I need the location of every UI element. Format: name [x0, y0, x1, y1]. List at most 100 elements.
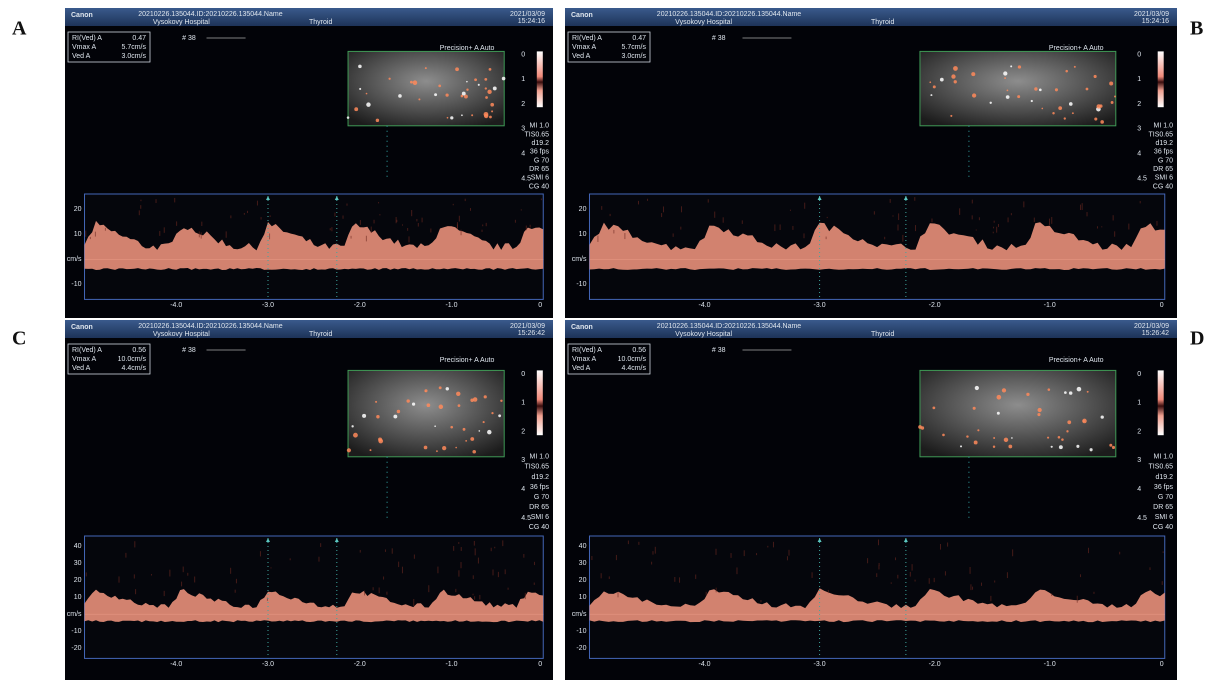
- time-label: -3.0: [814, 661, 826, 668]
- spectral-noise: [1077, 596, 1078, 603]
- spectral-noise: [491, 548, 492, 551]
- velocity-label: 10: [74, 231, 82, 238]
- spectral-noise: [1051, 217, 1052, 224]
- flow-signal: [921, 426, 924, 429]
- flow-signal: [940, 78, 944, 82]
- time-label: 0: [538, 302, 542, 309]
- color-bar: [1158, 370, 1164, 435]
- spectral-noise: [972, 200, 973, 204]
- flow-signal: [1055, 88, 1058, 91]
- flow-signal: [388, 78, 390, 80]
- spectral-noise: [1101, 226, 1102, 227]
- mode-label: Precision+ A Auto: [1049, 357, 1104, 364]
- depth-label: 0: [521, 51, 525, 58]
- reading-label: RI(Ved) A: [72, 347, 102, 354]
- velocity-label: cm/s: [67, 611, 82, 618]
- depth-label: 2: [1137, 428, 1141, 435]
- flow-signal: [1065, 70, 1068, 73]
- param-label: d19.2: [531, 474, 549, 481]
- param-label: G 70: [534, 157, 549, 164]
- depth-label: 4.5: [521, 515, 531, 522]
- spectral-noise: [458, 570, 459, 576]
- flow-signal: [487, 430, 491, 434]
- spectral-noise: [893, 215, 894, 216]
- reading-label: RI(Ved) A: [572, 35, 602, 42]
- spectral-noise: [525, 593, 526, 599]
- spectral-noise: [473, 575, 474, 579]
- param-label: G 70: [1158, 157, 1173, 164]
- flow-signal: [491, 412, 493, 414]
- depth-label: 4: [1137, 151, 1141, 158]
- reading-value: 0.56: [632, 347, 646, 354]
- param-label: 36 fps: [530, 149, 550, 156]
- color-bar: [1158, 51, 1164, 107]
- flow-signal: [450, 426, 453, 429]
- spectral-noise: [1023, 201, 1024, 207]
- flow-signal: [466, 81, 468, 83]
- flow-signal: [1059, 445, 1063, 449]
- spectral-noise: [331, 227, 332, 231]
- flow-signal: [455, 447, 457, 449]
- param-label: CG 40: [1153, 524, 1173, 531]
- flow-signal: [424, 446, 428, 450]
- flow-signal: [410, 81, 413, 84]
- spectral-noise: [827, 217, 828, 218]
- spectral-noise: [959, 208, 960, 215]
- spectral-noise: [257, 201, 258, 206]
- time-label: -3.0: [262, 661, 274, 668]
- hospital: Vysokovy Hospital: [153, 19, 210, 26]
- flow-signal: [993, 437, 995, 439]
- flow-signal: [358, 65, 362, 69]
- param-label: MI 1.0: [530, 123, 550, 130]
- spectral-noise: [396, 220, 397, 222]
- spectral-noise: [787, 556, 788, 560]
- param-label: MI 1.0: [1154, 123, 1174, 130]
- flow-signal: [1034, 87, 1037, 90]
- spectral-noise: [181, 582, 182, 587]
- spectral-noise: [230, 568, 231, 574]
- velocity-label: 30: [579, 560, 587, 567]
- spectral-noise: [744, 550, 745, 556]
- flow-signal: [359, 88, 361, 90]
- spectral-noise: [897, 575, 898, 579]
- reading-value: 10.0cm/s: [118, 356, 147, 363]
- time-label: -2.0: [929, 661, 941, 668]
- reading-label: Ved A: [72, 53, 91, 60]
- spectral-noise: [1049, 219, 1050, 225]
- spectral-noise: [269, 233, 270, 239]
- flow-signal: [473, 397, 478, 402]
- param-label: TIS0.65: [524, 131, 549, 138]
- spectral-noise: [187, 573, 188, 576]
- reading-label: RI(Ved) A: [572, 347, 602, 354]
- flow-signal: [498, 414, 501, 417]
- flow-signal: [1111, 101, 1114, 104]
- flow-signal: [500, 400, 502, 402]
- param-label: SMI 6: [1155, 175, 1173, 182]
- flow-signal: [932, 407, 935, 410]
- spectral-noise: [486, 223, 487, 226]
- flow-signal: [1109, 81, 1113, 85]
- spectral-noise: [591, 556, 592, 560]
- spectral-noise: [812, 572, 813, 578]
- param-label: G 70: [534, 494, 549, 501]
- reading-label: Vmax A: [572, 356, 596, 363]
- flow-signal: [1004, 77, 1006, 79]
- time-label: 0: [538, 661, 542, 668]
- spectral-noise: [351, 236, 352, 239]
- spectral-noise: [413, 599, 414, 606]
- time: 15:24:16: [518, 18, 545, 25]
- spectral-noise: [508, 588, 509, 590]
- flow-signal: [1011, 437, 1013, 439]
- flow-signal: [1114, 95, 1116, 97]
- spectral-noise: [169, 570, 170, 577]
- flow-signal: [1069, 391, 1072, 394]
- brand: Canon: [571, 12, 593, 19]
- spectral-noise: [624, 233, 625, 239]
- flow-signal: [485, 87, 487, 89]
- spectral-noise: [895, 557, 896, 560]
- spectral-noise: [929, 578, 930, 584]
- depth-label: 4.5: [1137, 515, 1147, 522]
- spectral-noise: [674, 577, 675, 582]
- velocity-label: 20: [74, 206, 82, 213]
- depth-label: 1: [521, 76, 525, 83]
